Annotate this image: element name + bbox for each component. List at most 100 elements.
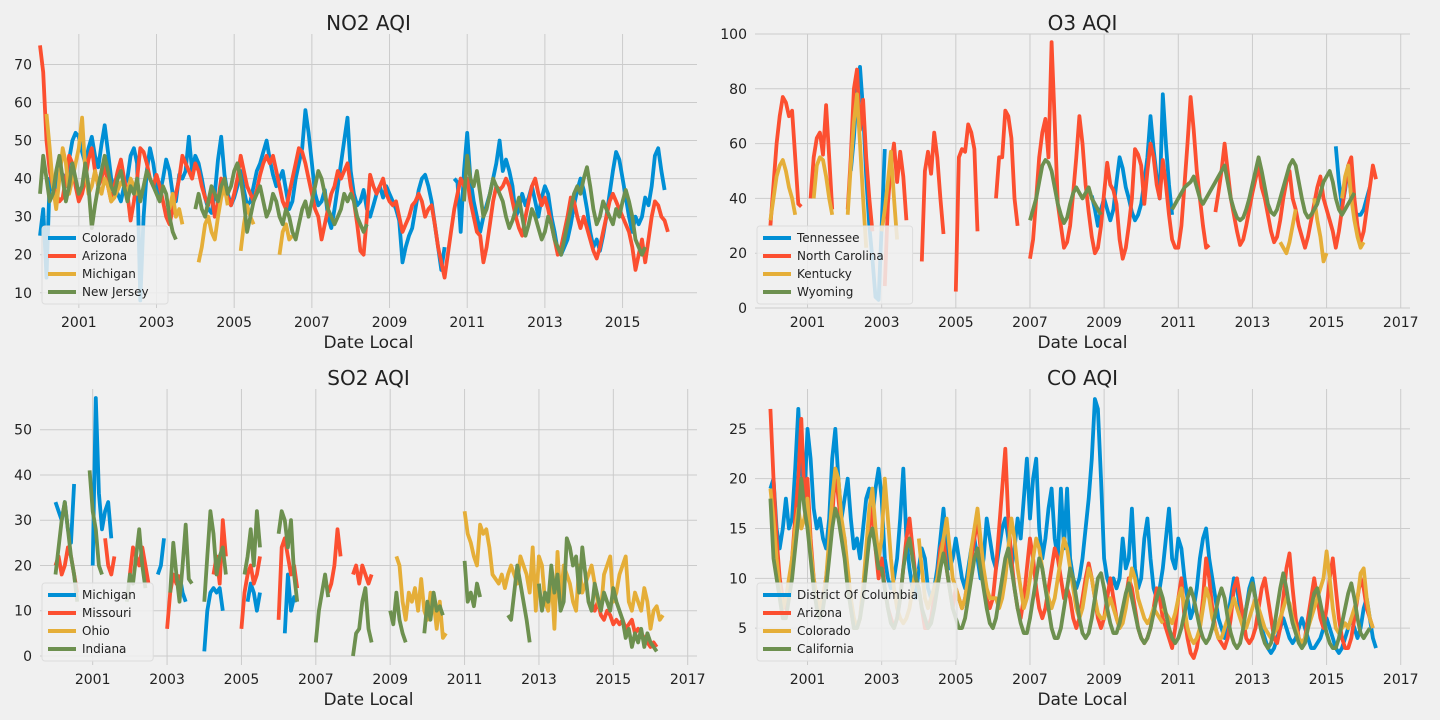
no2-aqi-legend-label-colorado: Colorado	[82, 231, 136, 245]
so2-aqi-x-tick-label: 2017	[670, 672, 706, 688]
co-aqi-title: CO AQI	[1047, 366, 1118, 390]
co-aqi-x-tick-label: 2001	[790, 672, 826, 688]
so2-aqi-series-michigan	[202, 586, 225, 652]
co-aqi-x-tick-label: 2007	[1012, 672, 1048, 688]
so2-aqi-series-group	[53, 396, 665, 657]
so2-aqi-series-indiana	[388, 590, 408, 644]
no2-aqi-series-michigan	[167, 191, 185, 225]
co-aqi-y-tick-label: 20	[729, 472, 747, 488]
so2-aqi-y-tick-label: 30	[14, 513, 32, 529]
so2-aqi-legend-label-missouri: Missouri	[82, 606, 131, 620]
so2-aqi-x-axis-label: Date Local	[323, 690, 413, 710]
o3-aqi-series-north-carolina	[808, 103, 835, 210]
so2-aqi-series-indiana	[422, 590, 445, 634]
so2-aqi-series-missouri	[103, 538, 117, 577]
no2-aqi-series-new-jersey	[38, 153, 178, 241]
o3-aqi-legend-box	[756, 225, 914, 305]
o3-aqi-series-kentucky	[768, 158, 798, 221]
o3-aqi-x-tick-label: 2003	[864, 315, 900, 331]
so2-aqi-series-michigan	[245, 581, 262, 613]
no2-aqi-x-tick-label: 2005	[216, 315, 252, 331]
o3-aqi-series-north-carolina	[768, 95, 803, 226]
so2-aqi-y-tick-label: 50	[14, 423, 32, 439]
o3-aqi-panel: 0 20 40 60 80 100 2001 2003 2005 2007 2009 2011 2013…	[720, 11, 1418, 353]
no2-aqi-x-tick-label: 2013	[527, 315, 563, 331]
so2-aqi-series-indiana	[124, 527, 148, 602]
so2-aqi-x-tick-label: 2013	[521, 672, 557, 688]
o3-aqi-series-north-carolina	[994, 108, 1020, 227]
co-aqi-legend-label-arizona: Arizona	[797, 606, 842, 620]
no2-aqi-panel: 10 20 30 40 50 60 70 2001 2003 2005 2007 2009 2011 20…	[14, 11, 697, 353]
o3-aqi-series-north-carolina	[919, 130, 946, 262]
so2-aqi-panel: 0 10 20 30 40 50 2001 2003 2005 2007 2009 2011 2013 2…	[14, 366, 705, 710]
co-aqi-legend-box	[756, 582, 958, 662]
no2-aqi-y-tick-label: 40	[14, 172, 32, 188]
co-aqi-y-tick-label: 10	[729, 571, 747, 587]
co-aqi-y-tick-label: 5	[738, 621, 747, 637]
o3-aqi-series-wyoming	[1170, 155, 1357, 223]
co-aqi-y-tick-label: 15	[729, 521, 747, 537]
o3-aqi-series-kentucky	[1312, 198, 1329, 264]
co-aqi-x-tick-label: 2017	[1383, 672, 1419, 688]
so2-aqi-series-indiana	[462, 560, 482, 609]
so2-aqi-x-tick-label: 2011	[447, 672, 483, 688]
no2-aqi-legend-label-arizona: Arizona	[82, 249, 127, 263]
co-aqi-x-tick-label: 2009	[1086, 672, 1122, 688]
so2-aqi-series-ohio	[394, 555, 448, 640]
no2-aqi-y-tick-label: 70	[14, 57, 32, 73]
so2-aqi-x-tick-label: 2015	[596, 672, 632, 688]
o3-aqi-legend-label-north-carolina: North Carolina	[797, 249, 884, 263]
o3-aqi-series-kentucky	[1340, 163, 1366, 250]
o3-aqi-x-tick-label: 2015	[1309, 315, 1345, 331]
co-aqi-y-tick-label: 25	[729, 422, 747, 438]
o3-aqi-series-kentucky	[811, 155, 835, 216]
so2-aqi-series-michigan	[156, 538, 166, 576]
co-aqi-x-tick-label: 2013	[1235, 672, 1271, 688]
co-aqi-x-tick-label: 2015	[1309, 672, 1345, 688]
so2-aqi-legend-label-ohio: Ohio	[82, 624, 110, 638]
so2-aqi-x-tick-label: 2007	[298, 672, 334, 688]
so2-aqi-series-indiana	[276, 509, 300, 602]
co-aqi-series-california	[768, 476, 1372, 650]
so2-aqi-series-missouri	[351, 563, 374, 586]
so2-aqi-series-indiana	[313, 572, 331, 643]
no2-aqi-y-tick-label: 30	[14, 210, 32, 226]
co-aqi-x-axis-label: Date Local	[1037, 690, 1127, 710]
o3-aqi-x-tick-label: 2017	[1383, 315, 1419, 331]
o3-aqi-title: O3 AQI	[1048, 11, 1118, 35]
o3-aqi-series-north-carolina	[1028, 40, 1211, 261]
so2-aqi-legend-label-indiana: Indiana	[82, 642, 126, 656]
no2-aqi-series-michigan	[277, 222, 294, 255]
no2-aqi-legend-label-new-jersey: New Jersey	[82, 285, 149, 299]
so2-aqi-title: SO2 AQI	[327, 366, 410, 390]
o3-aqi-x-axis-label: Date Local	[1037, 333, 1127, 353]
so2-aqi-y-tick-label: 10	[14, 604, 32, 620]
o3-aqi-y-tick-label: 60	[729, 137, 747, 153]
o3-aqi-series-kentucky	[845, 92, 869, 248]
no2-aqi-series-michigan	[196, 184, 230, 263]
so2-aqi-series-missouri	[326, 527, 343, 594]
so2-aqi-series-indiana	[242, 509, 262, 575]
co-aqi-series-group	[768, 397, 1378, 660]
so2-aqi-x-tick-label: 2005	[224, 672, 260, 688]
o3-aqi-legend: Tennessee North Carolina Kentucky Wyoming	[756, 225, 914, 305]
so2-aqi-series-michigan	[90, 396, 114, 566]
o3-aqi-series-wyoming	[1028, 158, 1103, 225]
o3-aqi-legend-label-wyoming: Wyoming	[797, 285, 853, 299]
no2-aqi-x-tick-label: 2009	[372, 315, 408, 331]
co-aqi-x-tick-label: 2011	[1160, 672, 1196, 688]
o3-aqi-x-tick-label: 2005	[938, 315, 974, 331]
co-aqi-legend-label-colorado: Colorado	[797, 624, 851, 638]
no2-aqi-y-tick-label: 20	[14, 248, 32, 264]
so2-aqi-x-tick-label: 2009	[372, 672, 408, 688]
o3-aqi-series-kentucky	[879, 149, 899, 240]
no2-aqi-x-tick-label: 2001	[61, 315, 97, 331]
co-aqi-legend-label-california: California	[797, 642, 854, 656]
o3-aqi-x-tick-label: 2011	[1160, 315, 1196, 331]
so2-aqi-series-indiana	[87, 470, 104, 576]
co-aqi-series-colorado	[768, 466, 918, 630]
o3-aqi-x-tick-label: 2001	[790, 315, 826, 331]
so2-aqi-legend-box	[41, 582, 154, 662]
no2-aqi-series-group	[38, 45, 670, 303]
co-aqi-panel: 5 10 15 20 25 2001 2003 2005 2007 2009 2011 2013 201…	[729, 366, 1418, 710]
